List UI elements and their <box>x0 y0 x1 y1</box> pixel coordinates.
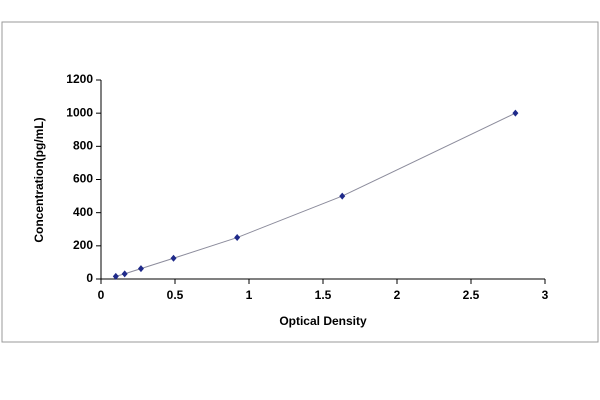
y-tick-label: 400 <box>73 205 93 219</box>
data-point <box>339 192 346 200</box>
data-point <box>137 265 144 273</box>
x-tick-label: 0 <box>98 288 105 302</box>
x-tick-label: 2 <box>394 288 401 302</box>
y-tick-label: 200 <box>73 238 93 252</box>
data-point <box>512 109 519 117</box>
y-tick-label: 800 <box>73 139 93 153</box>
x-tick-label: 3 <box>542 288 549 302</box>
data-point <box>121 270 128 278</box>
x-tick-label: 2.5 <box>463 288 480 302</box>
y-tick-label: 600 <box>73 172 93 186</box>
data-point <box>170 254 177 262</box>
y-tick-label: 1000 <box>66 105 93 119</box>
y-tick-label: 0 <box>86 271 93 285</box>
x-axis-label: Optical Density <box>279 314 367 328</box>
x-tick-label: 1.5 <box>315 288 332 302</box>
data-point <box>234 234 241 242</box>
data-point <box>112 272 119 280</box>
y-tick-label: 1200 <box>66 72 93 86</box>
x-tick-label: 0.5 <box>167 288 184 302</box>
y-axis-label: Concentration(pg/mL) <box>32 117 46 242</box>
x-tick-label: 1 <box>246 288 253 302</box>
